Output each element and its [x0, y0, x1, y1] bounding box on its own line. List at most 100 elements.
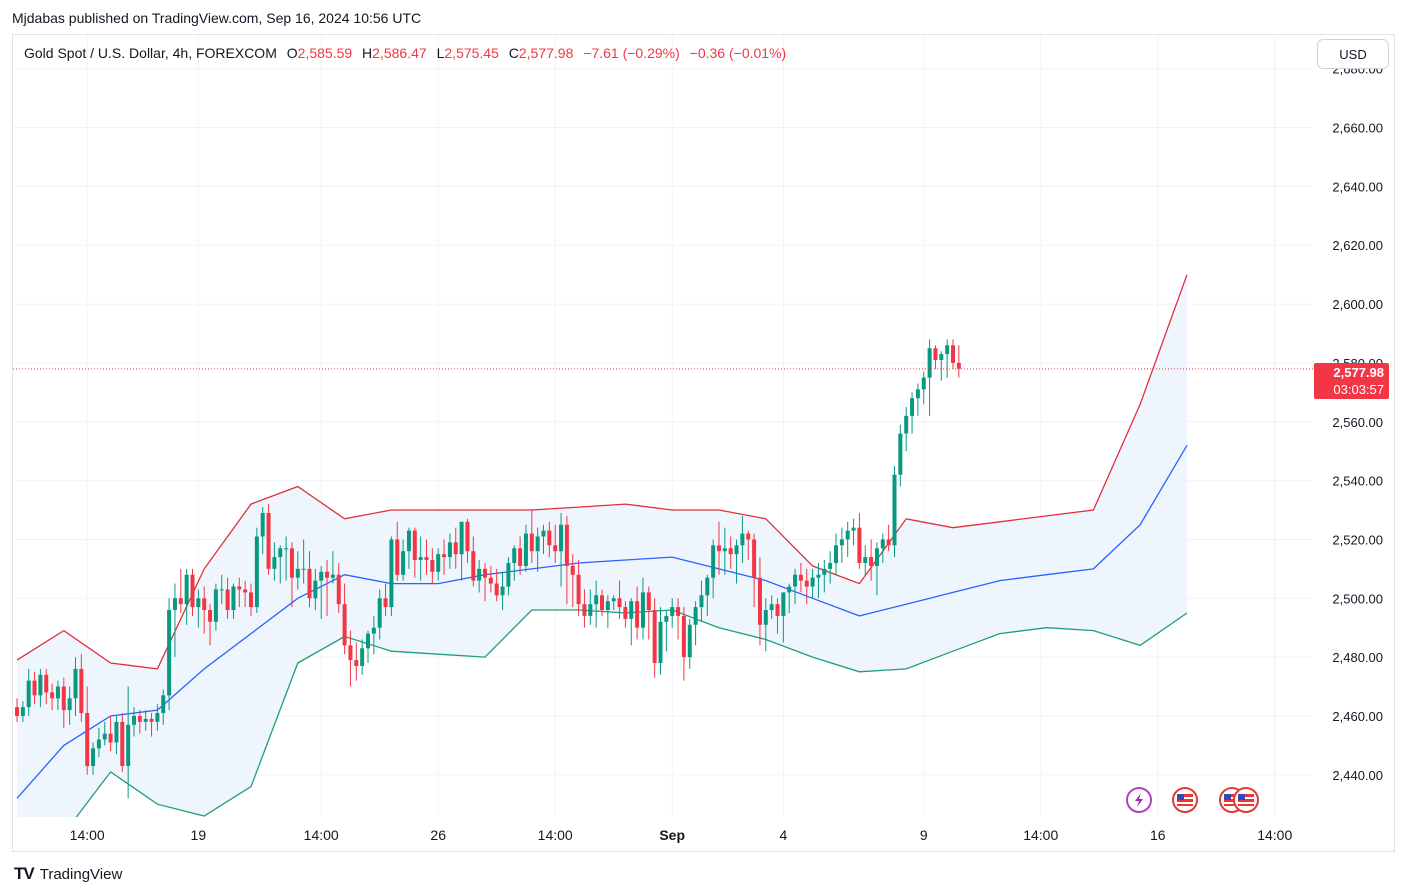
candle[interactable] — [301, 539, 306, 584]
candle[interactable] — [85, 686, 90, 775]
currency-button[interactable]: USD — [1317, 39, 1389, 69]
candle[interactable] — [383, 583, 388, 616]
candle[interactable] — [348, 630, 353, 687]
candle[interactable] — [44, 668, 49, 705]
candle[interactable] — [939, 351, 944, 381]
candle[interactable] — [377, 589, 382, 640]
candle[interactable] — [851, 518, 856, 546]
candle[interactable] — [594, 580, 599, 628]
candle[interactable] — [828, 551, 833, 584]
candle[interactable] — [260, 507, 265, 555]
candle[interactable] — [518, 536, 523, 575]
candle[interactable] — [670, 598, 675, 628]
candle[interactable] — [623, 601, 628, 628]
candle[interactable] — [167, 598, 172, 711]
candle[interactable] — [687, 618, 692, 669]
candle[interactable] — [149, 713, 154, 737]
candle[interactable] — [371, 615, 376, 655]
candle[interactable] — [553, 524, 558, 563]
candle[interactable] — [155, 704, 160, 731]
candle[interactable] — [96, 727, 101, 758]
candle[interactable] — [804, 568, 809, 605]
candle[interactable] — [272, 542, 277, 581]
candle[interactable] — [740, 515, 745, 563]
candle[interactable] — [172, 583, 177, 658]
candle[interactable] — [447, 533, 452, 569]
candle[interactable] — [55, 680, 60, 711]
candle[interactable] — [126, 686, 131, 799]
candle[interactable] — [845, 521, 850, 558]
candle[interactable] — [559, 512, 564, 587]
candle[interactable] — [898, 424, 903, 487]
candle[interactable] — [459, 521, 464, 581]
candle[interactable] — [646, 586, 651, 640]
candle[interactable] — [137, 710, 142, 734]
candle[interactable] — [412, 527, 417, 578]
candle[interactable] — [366, 630, 370, 664]
candle[interactable] — [430, 548, 435, 584]
candle[interactable] — [313, 568, 318, 611]
candle[interactable] — [629, 598, 634, 646]
candle[interactable] — [208, 604, 213, 646]
candle[interactable] — [26, 668, 31, 716]
candle[interactable] — [793, 568, 798, 605]
candle[interactable] — [401, 539, 406, 581]
candle[interactable] — [722, 527, 727, 575]
candle[interactable] — [699, 580, 704, 622]
candle[interactable] — [143, 710, 148, 731]
candle[interactable] — [734, 539, 739, 584]
candle[interactable] — [424, 539, 429, 575]
candle[interactable] — [61, 677, 66, 728]
candle[interactable] — [635, 586, 640, 640]
candle[interactable] — [640, 577, 645, 640]
candle[interactable] — [102, 721, 107, 746]
candle[interactable] — [225, 577, 230, 619]
candle[interactable] — [664, 610, 669, 652]
candle[interactable] — [465, 518, 470, 563]
candle[interactable] — [933, 345, 938, 369]
candle[interactable] — [178, 568, 183, 613]
candle[interactable] — [471, 536, 476, 587]
candle[interactable] — [395, 521, 400, 581]
candle[interactable] — [781, 592, 786, 643]
candle[interactable] — [834, 533, 838, 575]
candle[interactable] — [541, 524, 546, 555]
candle[interactable] — [494, 568, 499, 602]
candle[interactable] — [921, 371, 926, 405]
candle[interactable] — [73, 657, 78, 716]
candle[interactable] — [535, 527, 540, 572]
candle[interactable] — [442, 539, 447, 575]
candle[interactable] — [254, 527, 259, 613]
candle[interactable] — [249, 583, 253, 616]
candle[interactable] — [161, 689, 166, 725]
candle[interactable] — [605, 595, 610, 628]
candle[interactable] — [915, 383, 920, 416]
candle[interactable] — [787, 583, 792, 613]
candle[interactable] — [354, 642, 359, 681]
symbol-title[interactable]: Gold Spot / U.S. Dollar, 4h, FOREXCOM — [24, 45, 277, 61]
candle[interactable] — [50, 683, 55, 711]
candle[interactable] — [617, 580, 622, 619]
candle[interactable] — [757, 557, 762, 646]
candle[interactable] — [453, 527, 458, 569]
candle[interactable] — [436, 548, 441, 581]
candle[interactable] — [360, 639, 365, 675]
candle[interactable] — [325, 560, 330, 616]
candle[interactable] — [319, 565, 324, 619]
candle[interactable] — [693, 601, 698, 646]
candle[interactable] — [547, 521, 552, 558]
candle[interactable] — [32, 671, 37, 705]
candle[interactable] — [278, 545, 283, 584]
candle[interactable] — [892, 465, 897, 558]
candle[interactable] — [237, 577, 242, 608]
candle[interactable] — [857, 512, 862, 569]
candle[interactable] — [243, 580, 248, 608]
candle[interactable] — [775, 598, 780, 634]
candle[interactable] — [728, 536, 733, 569]
candle[interactable] — [289, 542, 294, 608]
candle[interactable] — [120, 713, 125, 772]
candle[interactable] — [330, 551, 335, 584]
candle[interactable] — [512, 545, 517, 581]
candle[interactable] — [342, 583, 347, 655]
